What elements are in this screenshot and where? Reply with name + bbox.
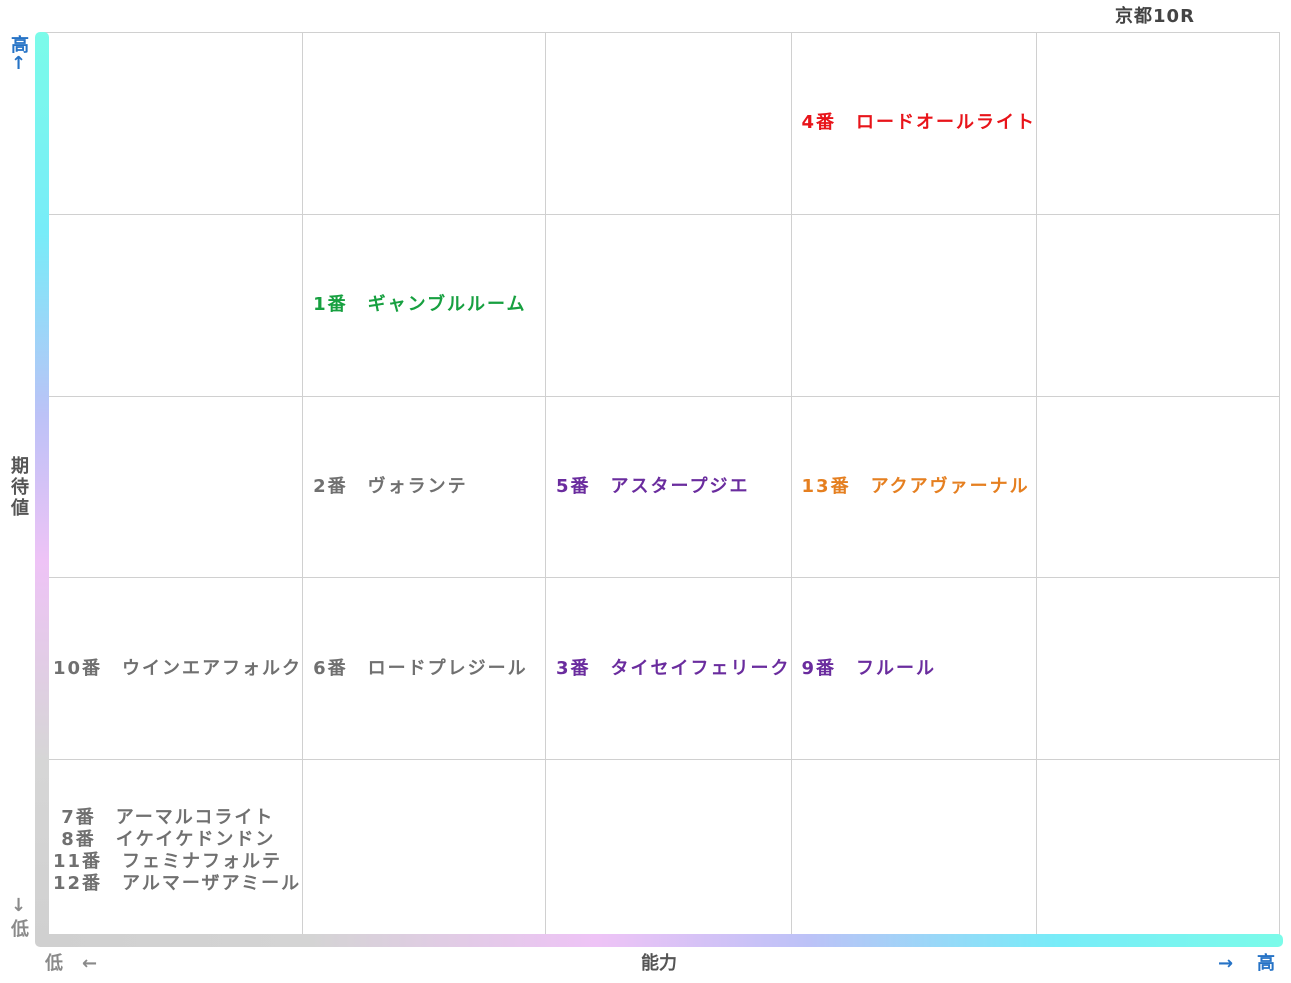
- grid-cell: [302, 33, 545, 215]
- grid-cell: [790, 760, 1037, 942]
- horse-entry: 8番 イケイケドンドン: [53, 828, 276, 850]
- grid-cell: 9番 フルール: [790, 578, 1037, 761]
- grid-cell: [790, 214, 1037, 397]
- grid-cell: 4番 ロードオールライト: [790, 33, 1037, 215]
- horse-entry: 9番 フルール: [801, 657, 937, 679]
- grid-cell: 10番 ウインエアフォルク: [42, 578, 303, 761]
- grid-cell: 7番 アーマルコライト 8番 イケイケドンドン 11番 フェミナフォルテ 12番 ア…: [42, 760, 303, 942]
- horse-entry: 10番 ウインエアフォルク: [53, 657, 303, 679]
- grid-cell: [42, 396, 303, 579]
- grid-cell: 5番 アスタープジエ: [545, 396, 791, 579]
- grid-cell: 2番 ヴォランテ: [302, 396, 545, 579]
- grid-cell: [1036, 760, 1279, 942]
- x-axis-left-arrow-icon: ←: [82, 953, 98, 974]
- grid-cell: [1036, 214, 1279, 397]
- horse-entry: 3番 タイセイフェリーク: [556, 657, 791, 679]
- x-axis-gradient-bar: [35, 934, 1283, 947]
- y-axis-title: 期待値: [11, 456, 29, 519]
- horse-entry: 5番 アスタープジエ: [556, 475, 750, 497]
- horse-entry: 13番 アクアヴァーナル: [801, 475, 1030, 497]
- y-axis-gradient-bar: [35, 32, 49, 944]
- horse-entry: 2番 ヴォランテ: [313, 475, 468, 497]
- y-axis-up-arrow-icon: ↑: [11, 53, 27, 74]
- grid-cell: 3番 タイセイフェリーク: [545, 578, 791, 761]
- y-axis-high-label: 高: [11, 35, 29, 56]
- y-axis-low-label: 低: [11, 919, 29, 940]
- grid-cell: [545, 33, 791, 215]
- x-axis-high-label: 高: [1257, 953, 1275, 974]
- horse-entry: 12番 アルマーザアミール: [53, 872, 302, 894]
- horse-entry: 11番 フェミナフォルテ: [53, 850, 283, 872]
- grid-cell: 13番 アクアヴァーナル: [790, 396, 1037, 579]
- x-axis-title: 能力: [641, 953, 677, 974]
- horse-entry: 7番 アーマルコライト: [53, 806, 275, 828]
- horse-entry: 4番 ロードオールライト: [801, 112, 1037, 134]
- grid-cell: [42, 33, 303, 215]
- grid-cell: [1036, 33, 1279, 215]
- grid-cell: [1036, 396, 1279, 579]
- horse-entry: 1番 ギャンブルルーム: [313, 294, 527, 316]
- y-axis-down-arrow-icon: ↓: [11, 895, 27, 916]
- grid-cell: [42, 214, 303, 397]
- grid-cell: [545, 760, 791, 942]
- grid-cell: 6番 ロードプレジール: [302, 578, 545, 761]
- x-axis-low-label: 低: [45, 953, 63, 974]
- horse-entry: 6番 ロードプレジール: [313, 657, 528, 679]
- grid-cell: [545, 214, 791, 397]
- race-title: 京都10R: [1115, 6, 1195, 27]
- x-axis-right-arrow-icon: →: [1218, 953, 1234, 974]
- grid-cell: 1番 ギャンブルルーム: [302, 214, 545, 397]
- expectation-ability-grid: 4番 ロードオールライト 1番 ギャンブルルーム 2番 ヴォランテ 5番 アスタープジ…: [42, 32, 1280, 942]
- grid-cell: [302, 760, 545, 942]
- grid-cell: [1036, 578, 1279, 761]
